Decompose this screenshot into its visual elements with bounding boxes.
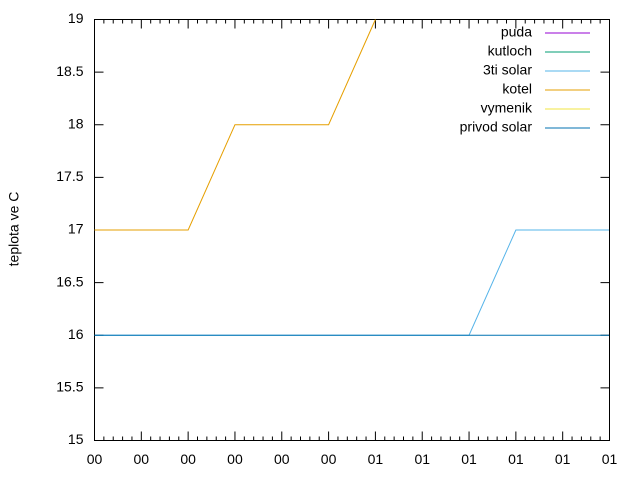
legend-label: 3ti solar bbox=[483, 62, 532, 78]
x-tick-label: 00 bbox=[274, 451, 290, 467]
x-tick-label: 01 bbox=[602, 451, 618, 467]
y-tick-label: 17.5 bbox=[56, 168, 83, 184]
x-tick-label: 00 bbox=[227, 451, 243, 467]
y-tick-label: 15 bbox=[68, 431, 84, 447]
legend-label: puda bbox=[501, 24, 532, 40]
y-tick-label: 18 bbox=[68, 115, 84, 131]
y-tick-label: 16.5 bbox=[56, 273, 83, 289]
y-tick-label: 19 bbox=[68, 10, 84, 26]
legend-label: privod solar bbox=[460, 119, 533, 135]
y-tick-label: 17 bbox=[68, 221, 84, 237]
x-tick-label: 00 bbox=[134, 451, 150, 467]
y-tick-label: 18.5 bbox=[56, 63, 83, 79]
x-tick-label: 01 bbox=[414, 451, 430, 467]
y-tick-label: 15.5 bbox=[56, 379, 83, 395]
series-line bbox=[94, 229, 609, 336]
x-tick-label: 00 bbox=[321, 451, 337, 467]
x-tick-label: 01 bbox=[555, 451, 571, 467]
legend-label: kutloch bbox=[488, 43, 532, 59]
y-axis-label: teplota ve C bbox=[6, 192, 22, 267]
legend-label: kotel bbox=[502, 81, 532, 97]
x-tick-label: 00 bbox=[87, 451, 103, 467]
x-tick-label: 01 bbox=[508, 451, 524, 467]
series-line bbox=[94, 19, 376, 231]
y-tick-label: 16 bbox=[68, 326, 84, 342]
x-tick-label: 01 bbox=[461, 451, 477, 467]
legend-label: vymenik bbox=[481, 100, 533, 116]
x-tick-label: 00 bbox=[180, 451, 196, 467]
x-tick-label: 01 bbox=[368, 451, 384, 467]
